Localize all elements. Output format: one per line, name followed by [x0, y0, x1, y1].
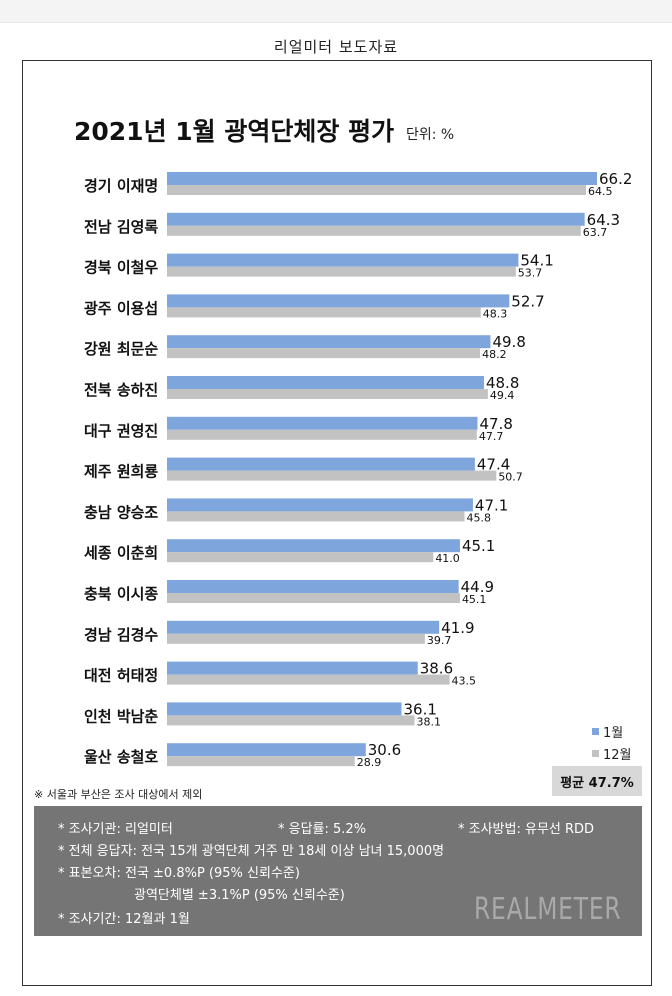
info-error-regional: 광역단체별 ±3.1%P (95% 신뢰수준) [134, 888, 345, 903]
bar-dec [167, 633, 425, 644]
bar-dec [167, 348, 481, 359]
bar-dec [167, 470, 497, 481]
bar-jan [167, 253, 519, 267]
bar-dec [167, 389, 488, 399]
value-label-jan: 66.2 [599, 170, 632, 188]
bar-dec [167, 715, 415, 726]
category-label: 경남 김경수 [84, 626, 158, 644]
value-label-jan: 48.8 [486, 374, 519, 392]
chart-unit: 단위: % [406, 127, 455, 143]
value-label-dec: 47.7 [479, 430, 504, 443]
bar-dec [167, 511, 465, 522]
value-label-jan: 47.1 [475, 496, 508, 514]
legend-label-jan: 1월 [603, 725, 624, 741]
bar-dec [167, 593, 460, 603]
category-label: 경북 이철우 [84, 259, 158, 277]
bar-jan [167, 212, 585, 226]
bar-jan [167, 539, 460, 553]
bar-jan [167, 661, 418, 675]
category-label: 세종 이춘희 [84, 544, 158, 562]
bar-dec [167, 552, 434, 563]
category-label: 충북 이시종 [84, 585, 158, 603]
value-label-dec: 53.7 [518, 267, 543, 280]
category-label: 경기 이재명 [84, 177, 158, 195]
bar-dec [167, 756, 355, 767]
legend-item-jan: 1월 [592, 720, 632, 742]
category-label: 전북 송하진 [84, 381, 158, 399]
value-label-jan: 47.8 [479, 415, 512, 433]
bar-dec [167, 225, 581, 236]
bar-jan [167, 498, 473, 512]
info-method: * 조사방법: 유무선 RDD [458, 822, 595, 837]
info-period: * 조사기간: 12월과 1월 [58, 912, 190, 927]
bar-jan [167, 294, 510, 308]
average-badge: 평균 47.7% [552, 766, 642, 796]
bar-jan [167, 172, 597, 185]
value-label-dec: 50.7 [498, 471, 523, 484]
info-error-national: * 표본오차: 전국 ±0.8%P (95% 신뢰수준) [58, 866, 300, 881]
category-label: 대구 권영진 [84, 422, 158, 440]
value-label-dec: 28.9 [357, 756, 382, 769]
legend-swatch-jan [592, 727, 599, 735]
press-release-header: 리얼미터 보도자료 [273, 38, 399, 56]
top-bar [0, 0, 672, 23]
value-label-dec: 41.0 [435, 552, 460, 565]
value-label-dec: 49.4 [490, 389, 514, 402]
value-label-dec: 43.5 [452, 675, 477, 688]
value-label-dec: 48.2 [482, 348, 507, 361]
value-label-jan: 47.4 [477, 456, 510, 474]
value-label-dec: 45.8 [466, 511, 491, 524]
category-label: 인천 박남춘 [84, 707, 158, 725]
chart-title: 2021년 1월 광역단체장 평가 [74, 117, 395, 146]
bar-jan [167, 620, 440, 634]
info-respondents: * 전체 응답자: 전국 15개 광역단체 거주 만 18세 이상 남녀 15,… [58, 844, 445, 859]
bar-jan [167, 580, 459, 593]
bar-jan [167, 335, 491, 349]
value-label-jan: 64.3 [587, 211, 620, 229]
value-label-jan: 41.9 [441, 619, 474, 637]
bar-dec [167, 185, 586, 195]
value-label-dec: 39.7 [427, 634, 452, 647]
info-response-rate: * 응답률: 5.2% [278, 822, 367, 837]
legend-item-dec: 12월 [592, 742, 632, 764]
category-label: 강원 최문순 [84, 340, 158, 358]
category-label: 충남 양승조 [84, 503, 158, 521]
bar-dec [167, 307, 481, 318]
category-label: 광주 이용섭 [84, 299, 158, 317]
category-label: 울산 송철호 [84, 748, 158, 766]
value-label-dec: 63.7 [583, 226, 608, 239]
value-label-jan: 54.1 [520, 252, 553, 270]
bar-jan [167, 702, 402, 716]
bar-jan [167, 416, 478, 430]
value-label-jan: 30.6 [368, 741, 401, 759]
bar-dec [167, 266, 516, 277]
bar-jan [167, 376, 484, 389]
bar-dec [167, 674, 450, 685]
footnote: ※ 서울과 부산은 조사 대상에서 제외 [34, 788, 203, 801]
category-label: 대전 허태정 [84, 667, 158, 685]
bar-jan [167, 457, 475, 471]
value-label-jan: 36.1 [403, 700, 436, 718]
realmeter-logo: REALMETER [474, 892, 622, 927]
category-label: 전남 김영록 [84, 218, 158, 236]
survey-info-box: * 조사기관: 리얼미터 * 응답률: 5.2% * 조사방법: 유무선 RDD… [34, 806, 642, 936]
value-label-dec: 38.1 [416, 715, 441, 728]
category-label: 제주 원희룡 [84, 463, 158, 481]
legend-label-dec: 12월 [603, 747, 632, 763]
legend-swatch-dec [592, 749, 599, 757]
value-label-dec: 45.1 [462, 593, 487, 606]
bar-jan [167, 743, 366, 757]
value-label-jan: 38.6 [420, 660, 453, 678]
chart-legend: 1월 12월 [592, 720, 632, 764]
value-label-dec: 64.5 [588, 185, 613, 198]
value-label-jan: 44.9 [461, 578, 494, 596]
value-label-dec: 48.3 [483, 307, 508, 320]
report-frame [22, 60, 652, 986]
value-label-jan: 52.7 [511, 292, 544, 310]
value-label-jan: 45.1 [462, 537, 495, 555]
info-agency: * 조사기관: 리얼미터 [58, 822, 173, 837]
bar-dec [167, 429, 477, 440]
value-label-jan: 49.8 [492, 333, 525, 351]
